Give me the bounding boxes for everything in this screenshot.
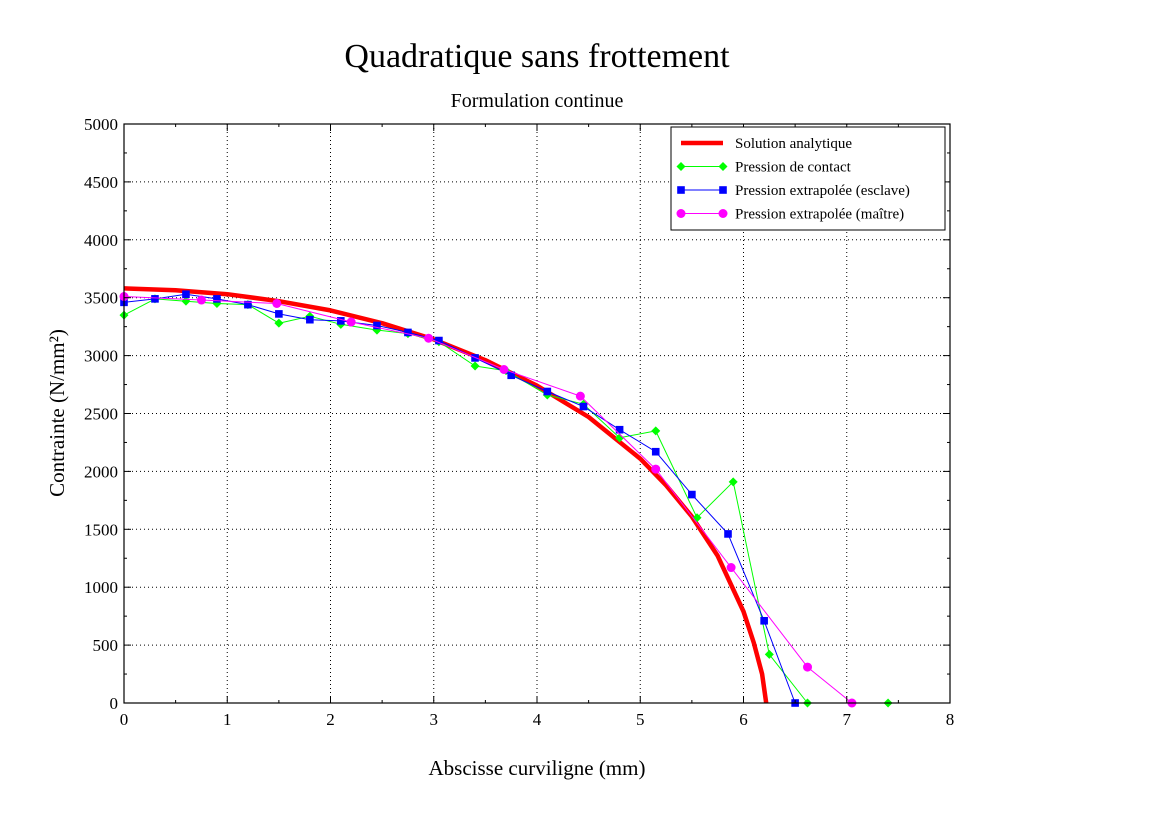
data-point	[213, 295, 221, 303]
data-point	[346, 317, 356, 327]
chart-title: Quadratique sans frottement	[344, 38, 730, 75]
y-tick-label: 1000	[84, 578, 118, 597]
data-point	[507, 371, 515, 380]
data-point	[151, 295, 159, 303]
data-point	[373, 321, 381, 330]
y-tick-label: 500	[93, 636, 119, 655]
legend-marker	[718, 209, 728, 218]
data-point	[275, 310, 283, 318]
data-point	[424, 333, 434, 343]
data-point	[764, 649, 774, 659]
x-tick-label: 3	[430, 710, 439, 729]
x-tick-label: 2	[326, 710, 335, 729]
data-point	[651, 426, 661, 436]
y-tick-label: 1500	[84, 520, 118, 539]
data-point	[470, 361, 480, 371]
series-0	[123, 286, 769, 704]
data-point	[499, 364, 509, 374]
x-tick-label: 0	[120, 710, 129, 729]
data-point	[724, 530, 732, 538]
y-tick-label: 0	[110, 694, 119, 713]
y-tick-label: 3000	[84, 347, 118, 366]
data-point	[615, 425, 624, 434]
data-point	[272, 298, 282, 308]
series-area	[119, 286, 893, 708]
y-axis-label: Contrainte (N/mm²)	[45, 329, 69, 497]
series-line	[123, 296, 853, 704]
legend-label: Pression extrapolée (maître)	[735, 207, 904, 223]
x-tick-label: 8	[946, 710, 955, 729]
x-tick-label: 7	[843, 710, 852, 729]
legend-label: Pression de contact	[735, 160, 852, 176]
data-point	[306, 315, 314, 324]
x-tick-label: 1	[223, 710, 232, 729]
data-point	[543, 387, 552, 396]
x-tick-label: 4	[533, 710, 542, 729]
legend-marker	[677, 186, 685, 194]
data-point	[651, 447, 660, 456]
series-2	[120, 290, 799, 707]
x-tick-label: 6	[739, 710, 748, 729]
data-point	[615, 433, 625, 443]
x-tick-label: 5	[636, 710, 645, 729]
data-point	[803, 662, 813, 672]
chart-subtitle: Formulation continue	[451, 90, 624, 112]
y-tick-label: 4000	[84, 231, 118, 250]
data-point	[244, 300, 252, 309]
y-tick-label: 5000	[84, 115, 118, 134]
legend-marker	[676, 209, 686, 218]
axes: 0 1 2 3 4 5 6 7 8 0 500 1000 1500 2000 2500 3000 3500 400…	[84, 115, 954, 729]
data-point	[760, 616, 768, 625]
data-point	[726, 563, 736, 573]
data-point	[651, 464, 661, 474]
data-point	[575, 391, 585, 401]
data-point	[404, 328, 412, 337]
data-point	[182, 290, 190, 299]
legend-label: Pression extrapolée (esclave)	[735, 183, 910, 199]
legend-entry: Pression extrapolée (maître)	[676, 207, 904, 223]
legend-marker	[719, 186, 727, 194]
legend-entry: Pression de contact	[676, 160, 852, 176]
data-point	[688, 490, 696, 499]
y-tick-label: 3500	[84, 289, 118, 308]
series-line	[123, 286, 769, 704]
legend-entry: Pression extrapolée (esclave)	[677, 183, 910, 199]
data-point	[337, 317, 345, 325]
legend-label: Solution analytique	[735, 136, 852, 152]
legend: Solution analytique Pression de contact Pr…	[670, 126, 946, 231]
y-tick-label: 2000	[84, 462, 118, 481]
data-point	[435, 336, 443, 345]
legend-box	[670, 126, 946, 231]
data-point	[274, 318, 284, 328]
y-tick-label: 2500	[84, 405, 118, 424]
x-axis-label: Abscisse curviligne (mm)	[429, 756, 646, 780]
data-point	[196, 295, 206, 305]
legend-entry: Solution analytique	[681, 136, 852, 152]
series-line	[123, 298, 889, 704]
data-point	[728, 477, 738, 487]
legend-marker	[718, 162, 728, 171]
series-3	[119, 292, 857, 708]
legend-marker	[676, 162, 686, 171]
y-tick-label: 4500	[84, 173, 118, 192]
data-point	[579, 402, 588, 411]
